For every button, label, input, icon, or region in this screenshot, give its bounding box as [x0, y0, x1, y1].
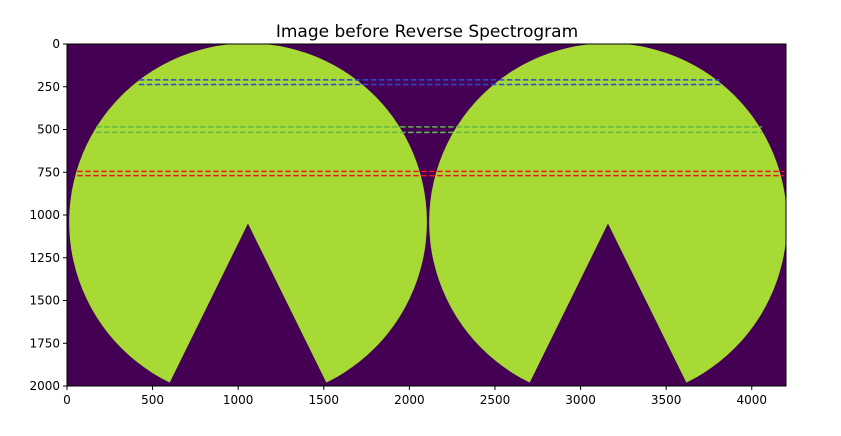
x-tick-label-500: 500: [141, 393, 164, 407]
y-tick-label-500: 500: [37, 123, 60, 137]
y-tick-label-750: 750: [37, 165, 60, 179]
y-tick-label-2000: 2000: [29, 379, 60, 393]
plot-area: [66, 43, 787, 387]
x-tick-label-3500: 3500: [651, 393, 682, 407]
y-tick-label-1250: 1250: [29, 251, 60, 265]
x-tick-label-0: 0: [63, 393, 71, 407]
x-axis: 0 500 1000 1500 2000 2500 3000 3500 4000: [63, 386, 767, 407]
x-tick-label-1500: 1500: [309, 393, 340, 407]
pacman-shape-1: [69, 44, 427, 383]
y-tick-label-1000: 1000: [29, 208, 60, 222]
pacman-shape-2: [429, 44, 786, 383]
x-tick-label-2500: 2500: [480, 393, 511, 407]
dashed-lines: [77, 79, 785, 177]
x-tick-label-4000: 4000: [736, 393, 767, 407]
x-tick-label-1000: 1000: [223, 393, 254, 407]
x-tick-label-2000: 2000: [394, 393, 425, 407]
chart-title: Image before Reverse Spectrogram: [276, 22, 578, 42]
image-shapes: [69, 44, 786, 383]
x-tick-label-3000: 3000: [565, 393, 596, 407]
y-tick-label-0: 0: [52, 37, 60, 51]
y-axis: 0 250 500 750 1000 1250 1500 1750 2000: [29, 37, 67, 393]
y-tick-label-1750: 1750: [29, 336, 60, 350]
y-tick-label-250: 250: [37, 80, 60, 94]
y-tick-label-1500: 1500: [29, 294, 60, 308]
